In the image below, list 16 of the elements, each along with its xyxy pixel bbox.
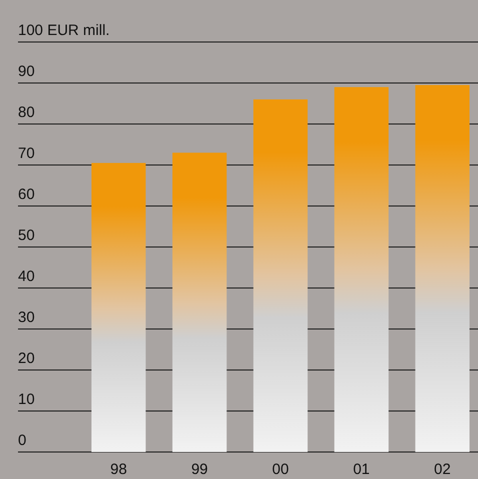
y-tick-label: 60 [18, 186, 35, 203]
y-tick-label: 100 EUR mill. [18, 22, 110, 39]
y-tick-label: 30 [18, 309, 35, 326]
x-tick-label: 99 [191, 461, 208, 478]
y-tick-label: 50 [18, 227, 35, 244]
y-tick-label: 20 [18, 350, 35, 367]
y-tick-label: 0 [18, 432, 26, 449]
x-tick-label: 01 [353, 461, 370, 478]
x-tick-label: 00 [272, 461, 289, 478]
y-tick-label: 80 [18, 104, 35, 121]
y-tick-label: 40 [18, 268, 35, 285]
y-tick-label: 90 [18, 63, 35, 80]
y-tick-label: 70 [18, 145, 35, 162]
y-tick-label: 10 [18, 391, 35, 408]
x-tick-label: 02 [434, 461, 451, 478]
x-tick-label: 98 [110, 461, 127, 478]
